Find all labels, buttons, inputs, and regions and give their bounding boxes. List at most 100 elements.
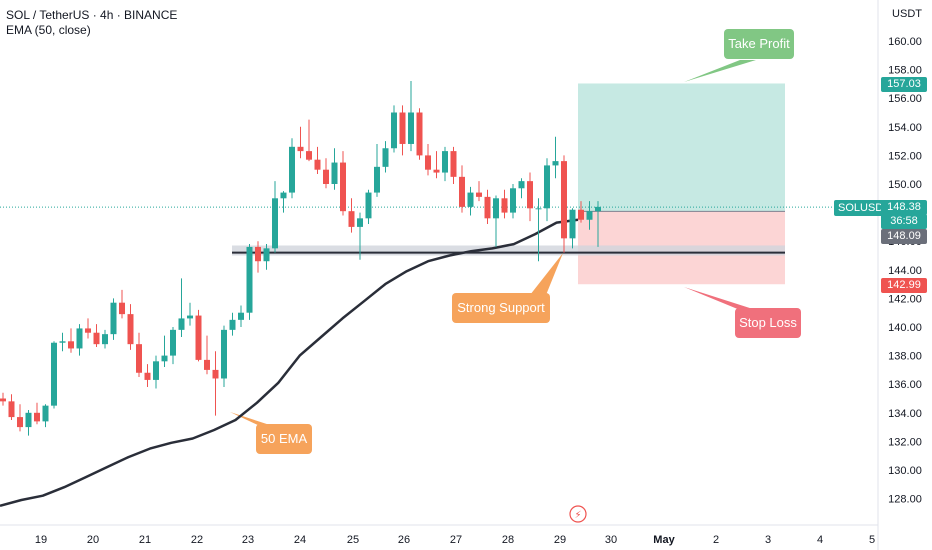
candle <box>178 278 185 338</box>
x-tick-label: May <box>653 534 675 546</box>
currency-label[interactable]: USDT <box>892 8 922 20</box>
candle <box>25 409 32 436</box>
candle <box>586 201 593 230</box>
candle <box>323 158 329 189</box>
candle-body <box>212 369 219 379</box>
candle-body <box>552 161 559 166</box>
candle-body <box>85 328 91 333</box>
candle-body <box>595 206 601 212</box>
countdown-tag: 36:58 <box>881 214 927 229</box>
candle-body <box>510 188 516 213</box>
candle <box>595 201 601 247</box>
candle-body <box>68 341 74 349</box>
candle-body <box>42 405 49 422</box>
x-tick-label: 25 <box>347 534 359 546</box>
candle <box>170 327 176 365</box>
last-price-tag: 148.38 <box>881 200 927 215</box>
stop-loss-price-tag: 142.99 <box>881 278 927 293</box>
candle-body <box>238 312 244 320</box>
y-tick-label: 154.00 <box>888 122 922 134</box>
candle-body <box>93 332 100 345</box>
candle-body <box>399 112 406 144</box>
candle <box>76 324 83 356</box>
candle-body <box>357 218 363 227</box>
y-tick-label: 136.00 <box>888 379 922 391</box>
candle <box>221 325 227 388</box>
candle <box>119 289 125 319</box>
candle <box>127 304 134 350</box>
take-profit-pointer <box>684 60 756 82</box>
entry-price-tag: 148.09 <box>881 229 927 244</box>
candle-body <box>493 198 499 219</box>
candle <box>314 146 321 174</box>
candle <box>561 155 567 253</box>
ema-50-line <box>0 218 579 508</box>
indicator-label: EMA (50, close) <box>6 23 91 37</box>
x-tick-label: 19 <box>35 534 47 546</box>
candle <box>442 146 448 182</box>
event-marker-icon <box>569 505 587 523</box>
y-tick-label: 150.00 <box>888 179 922 191</box>
candle-body <box>569 209 576 239</box>
x-tick-label: 24 <box>294 534 306 546</box>
candle <box>68 328 74 353</box>
candle-body <box>102 334 108 345</box>
y-tick-label: 134.00 <box>888 408 922 420</box>
candle-body <box>527 181 533 209</box>
candle-body <box>289 146 295 193</box>
candle <box>340 151 346 216</box>
x-tick-label: 29 <box>554 534 566 546</box>
candle <box>144 364 151 388</box>
candle-body <box>178 318 185 330</box>
candle <box>518 178 525 199</box>
candle <box>306 119 312 162</box>
y-tick-label: 142.00 <box>888 293 922 305</box>
candle-body <box>467 192 474 207</box>
candle <box>51 341 57 409</box>
candle <box>255 241 261 273</box>
candle-body <box>518 181 525 189</box>
candle <box>569 208 576 249</box>
candle <box>153 355 159 389</box>
candle <box>416 108 423 160</box>
candle <box>289 138 295 199</box>
candle <box>374 143 380 197</box>
candle-body <box>187 315 193 319</box>
candle <box>433 151 440 179</box>
stop-loss-pointer <box>684 287 756 310</box>
candle <box>85 318 91 339</box>
candle-body <box>501 198 508 213</box>
candle <box>136 332 142 378</box>
x-tick-label: 27 <box>450 534 462 546</box>
candle-body <box>323 169 329 184</box>
candle <box>484 189 491 225</box>
candle <box>476 181 482 202</box>
candle <box>348 198 355 233</box>
candle <box>331 148 338 190</box>
candle-body <box>8 401 15 418</box>
candle-body <box>459 176 465 207</box>
candle-body <box>544 165 550 209</box>
candle <box>102 329 108 349</box>
x-tick-label: 20 <box>87 534 99 546</box>
candle-body <box>374 166 380 193</box>
candle-body <box>76 328 83 349</box>
candle-body <box>0 398 6 402</box>
x-tick-label: 30 <box>605 534 617 546</box>
y-tick-label: 156.00 <box>888 93 922 105</box>
x-tick-label: 5 <box>869 534 875 546</box>
candle-body <box>340 162 346 212</box>
x-tick-label: 2 <box>713 534 719 546</box>
candle-body <box>246 246 253 313</box>
candle-body <box>229 319 236 330</box>
candle-body <box>408 112 414 144</box>
candle-body <box>297 146 304 152</box>
candle <box>59 332 66 352</box>
x-tick-label: 4 <box>817 534 823 546</box>
candle-body <box>59 341 66 343</box>
candle-body <box>433 169 440 173</box>
candle-body <box>263 248 270 262</box>
candle-body <box>144 372 151 380</box>
